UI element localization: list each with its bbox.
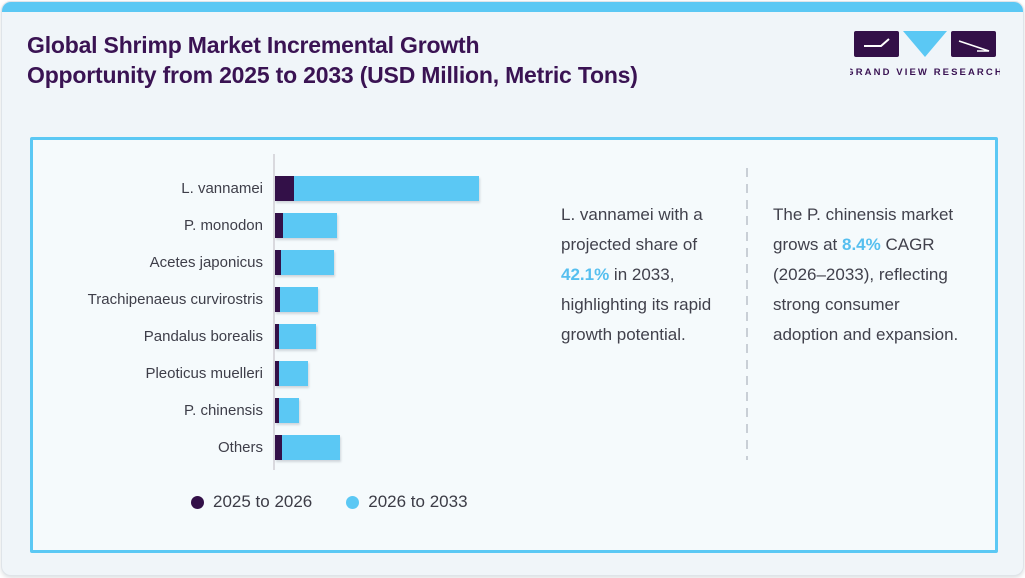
bar-track (275, 324, 316, 349)
bar-segment (275, 250, 281, 275)
insight-right-suffix: CAGR (2026–2033), reflecting strong cons… (773, 235, 959, 344)
bar-segment (275, 435, 282, 460)
insight-left-highlight: 42.1% (561, 265, 610, 284)
page-title-line1: Global Shrimp Market Incremental Growth (27, 32, 480, 58)
bar-row: P. monodon (33, 207, 563, 244)
bar-row: Others (33, 429, 563, 466)
category-label: Pleoticus muelleri (145, 365, 263, 382)
bar-track (275, 398, 299, 423)
dashed-divider (746, 168, 748, 460)
bar-segment (283, 213, 337, 238)
legend-item-2025-2026: 2025 to 2026 (191, 492, 312, 512)
chart-axis-line (273, 154, 275, 470)
category-label: Trachipenaeus curvirostris (87, 291, 263, 308)
insight-right-highlight: 8.4% (841, 235, 881, 254)
bar-track (275, 213, 337, 238)
logo-r-glyph-icon (958, 40, 990, 52)
bar-row: Trachipenaeus curvirostris (33, 281, 563, 318)
category-label: Others (217, 439, 263, 456)
legend-item-2026-2033: 2026 to 2033 (346, 492, 468, 512)
page-title-line2: Opportunity from 2025 to 2033 (USD Milli… (27, 62, 638, 88)
insight-left-prefix: L. vannamei with a projected share of (561, 205, 703, 254)
bar-row: Pandalus borealis (33, 318, 563, 355)
insight-right-prefix: The P. chinensis market grows at (773, 205, 954, 254)
category-label: P. monodon (184, 217, 263, 234)
top-accent-bar (2, 2, 1023, 12)
bar-segment (275, 361, 279, 386)
legend-label: 2026 to 2033 (368, 492, 468, 511)
bar-track (275, 250, 334, 275)
bar-segment (275, 324, 279, 349)
bar-segment (281, 250, 334, 275)
chart-card: L. vannamei P. monodon Acetes japonicus Tra… (30, 137, 998, 553)
bar-segment (280, 287, 318, 312)
insight-text-left: L. vannamei with a projected share of 42… (561, 200, 719, 350)
bar-segment (275, 213, 283, 238)
insight-left-suffix: in 2033, highlighting its rapid growth p… (561, 265, 712, 344)
bar-row: Pleoticus muelleri (33, 355, 563, 392)
bar-track (275, 361, 308, 386)
logo-g-glyph-icon (864, 38, 890, 47)
bar-row: P. chinensis (33, 392, 563, 429)
category-label: Pandalus borealis (143, 328, 263, 345)
bar-segment (294, 176, 479, 201)
page-title: Global Shrimp Market Incremental Growth … (27, 30, 638, 90)
bar-track (275, 435, 340, 460)
legend-label: 2025 to 2026 (213, 492, 313, 511)
logo-wordmark: GRAND VIEW RESEARCH (850, 67, 1000, 78)
bar-track (275, 287, 318, 312)
bar-track (275, 176, 479, 201)
bar-row: Acetes japonicus (33, 244, 563, 281)
bar-row: L. vannamei (33, 170, 563, 207)
chart-legend: 2025 to 2026 2026 to 2033 (191, 492, 468, 512)
logo-v-triangle-icon (903, 31, 947, 57)
logo-r-block-icon (951, 31, 996, 57)
bar-segment (275, 287, 280, 312)
bar-segment (279, 324, 316, 349)
logo-g-block-icon (854, 31, 899, 57)
category-label: Acetes japonicus (149, 254, 263, 271)
bar-segment (275, 176, 294, 201)
insight-text-right: The P. chinensis market grows at 8.4% CA… (773, 200, 959, 350)
bar-rows: L. vannamei P. monodon Acetes japonicus Tra… (33, 170, 563, 466)
bar-segment (275, 398, 279, 423)
gvr-logo: GRAND VIEW RESEARCH (850, 31, 1000, 78)
bar-segment (278, 398, 299, 423)
category-label: P. chinensis (184, 402, 263, 419)
legend-dot-dark-icon (191, 495, 204, 509)
bar-segment (278, 361, 308, 386)
bar-segment (282, 435, 340, 460)
category-label: L. vannamei (181, 180, 263, 197)
legend-dot-blue-icon (346, 495, 360, 509)
